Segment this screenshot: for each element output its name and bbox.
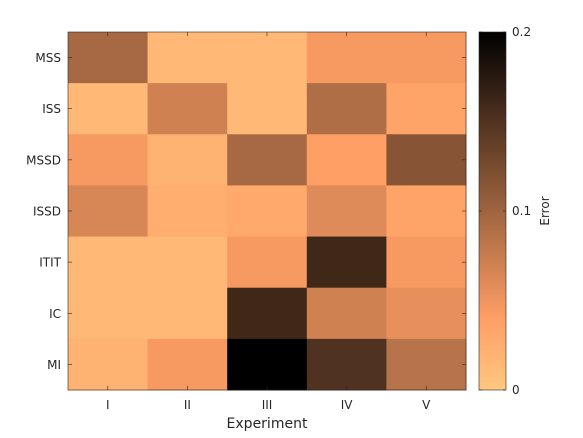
y-tick-label: ISSD [33, 205, 61, 219]
heatmap-cell-issd-ii [147, 185, 228, 238]
heatmap-cell-mssd-iii [227, 134, 308, 186]
x-tick-label: II [184, 398, 191, 412]
y-tick-label: IC [49, 307, 61, 321]
heatmap-cell-itit-v [386, 236, 467, 289]
heatmap-cell-ic-iii [227, 287, 308, 340]
heatmap-cell-issd-iii [227, 185, 308, 238]
heatmap-cell-ic-iv [306, 287, 387, 340]
heatmap-cell-mss-i [68, 32, 149, 84]
heatmap-cell-mi-iv [306, 338, 387, 391]
heatmap-cell-iss-iii [227, 83, 308, 135]
colorbar-tick-label: 0 [512, 383, 520, 397]
heatmap-cell-itit-ii [147, 236, 228, 289]
x-axis-label: Experiment [227, 416, 308, 432]
heatmap-cell-mi-v [386, 338, 467, 391]
colorbar [478, 31, 507, 391]
heatmap-cell-ic-ii [147, 287, 228, 340]
heatmap-cell-iss-v [386, 83, 467, 135]
heatmap-cell-itit-iv [306, 236, 387, 289]
y-tick-label: MSSD [26, 153, 61, 167]
heatmap-cell-mssd-i [68, 134, 149, 186]
heatmap-cell-ic-i [68, 287, 149, 340]
colorbar-tick-label: 0.2 [512, 25, 531, 39]
heatmap-cell-iss-iv [306, 83, 387, 135]
colorbar-label: Error [538, 196, 552, 225]
heatmap-cell-mss-iii [227, 32, 308, 84]
heatmap-cell-mi-i [68, 338, 149, 391]
heatmap-cell-mss-iv [306, 32, 387, 84]
heatmap-cell-issd-iv [306, 185, 387, 238]
x-tick-label: IV [341, 398, 354, 412]
heatmap-cell-mssd-v [386, 134, 467, 186]
heatmap-cell-mss-ii [147, 32, 228, 84]
y-tick-label: MSS [35, 51, 61, 65]
y-axis: MSS ISS MSSD ISSD ITIT IC MI [26, 51, 466, 372]
x-tick-label: V [422, 398, 431, 412]
heatmap-cell-mssd-ii [147, 134, 228, 186]
x-tick-label: III [262, 398, 273, 412]
x-tick-label: I [106, 398, 110, 412]
y-tick-label: MI [47, 358, 61, 372]
heatmap-cell-iss-i [68, 83, 149, 135]
colorbar-tick-label: 0.1 [512, 204, 531, 218]
heatmap-cell-mi-ii [147, 338, 228, 391]
y-tick-label: ITIT [39, 256, 61, 270]
heatmap-cell-iss-ii [147, 83, 228, 135]
x-axis: I II III IV V [106, 32, 431, 412]
heatmap-cell-issd-i [68, 185, 149, 238]
heatmap-cell-itit-i [68, 236, 149, 289]
colorbar-ticks: 0 0.1 0.2 [479, 25, 531, 397]
heatmap-cell-mi-iii [227, 338, 308, 391]
heatmap-cell-mssd-iv [306, 134, 387, 186]
heatmap-cells [68, 32, 467, 391]
heatmap-cell-issd-v [386, 185, 467, 238]
y-tick-label: ISS [42, 102, 61, 116]
heatmap-cell-itit-iii [227, 236, 308, 289]
heatmap-cell-mss-v [386, 32, 467, 84]
heatmap-cell-ic-v [386, 287, 467, 340]
